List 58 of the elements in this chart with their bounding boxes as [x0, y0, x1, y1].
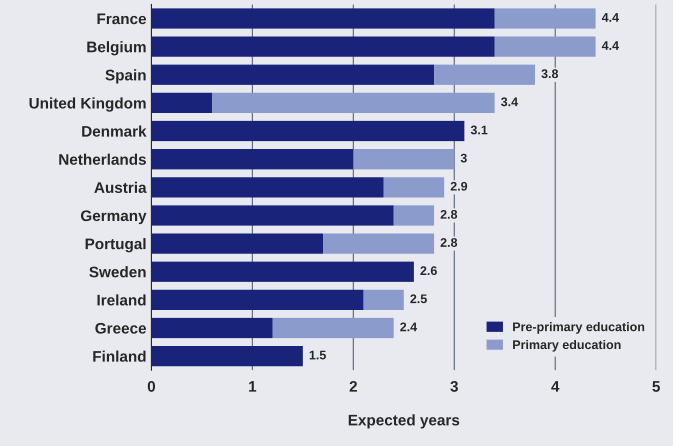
y-tick-label: Belgium	[87, 41, 146, 56]
bar	[151, 120, 464, 142]
total-label: 3	[460, 154, 467, 163]
y-tick-label: Portugal	[86, 238, 146, 252]
total-label: 2.4	[400, 322, 418, 332]
total-label: 4.4	[602, 41, 619, 50]
y-tick-label: Germany	[80, 210, 146, 224]
y-tick-label: United Kingdom	[30, 97, 146, 112]
y-tick-label: Spain	[105, 69, 146, 84]
bar	[323, 233, 434, 254]
bar	[151, 36, 495, 57]
total-label: 4.4	[602, 13, 619, 22]
x-axis-title: Expected years	[348, 414, 460, 429]
bar	[151, 233, 324, 254]
y-tick-label: Netherlands	[59, 154, 146, 165]
legend-label: Pre-primary education	[513, 322, 644, 334]
bar	[151, 92, 212, 114]
bar	[434, 64, 536, 85]
y-tick-label: Finland	[93, 350, 146, 362]
total-label: 3.4	[501, 97, 518, 106]
x-tick-label: 3	[450, 381, 458, 392]
bar	[151, 262, 414, 282]
total-label: 1.5	[310, 350, 326, 360]
bar	[151, 318, 273, 338]
bar	[353, 149, 454, 170]
total-label: 2.6	[420, 266, 437, 276]
total-label: 3.1	[470, 126, 488, 134]
x-tick-label: 4	[551, 381, 560, 392]
bar	[394, 205, 434, 226]
x-tick-label: 5	[652, 381, 660, 392]
bar	[151, 8, 495, 29]
total-label: 3.8	[541, 69, 558, 78]
total-label: 2.5	[410, 294, 427, 304]
bar	[151, 177, 384, 198]
y-tick-label: France	[97, 14, 146, 24]
bar	[151, 64, 434, 85]
total-label: 2.9	[450, 182, 468, 191]
y-tick-label: Sweden	[89, 266, 146, 278]
y-tick-label: Austria	[94, 182, 147, 194]
y-tick-label: Denmark	[82, 126, 147, 137]
bar	[212, 92, 495, 114]
x-tick-label: 2	[350, 381, 357, 392]
bar	[151, 205, 394, 226]
bar	[151, 290, 364, 310]
bar	[363, 290, 404, 310]
x-tick-label: 0	[148, 381, 156, 392]
bar	[151, 346, 303, 366]
y-tick-label: Ireland	[97, 294, 146, 306]
bar	[151, 149, 354, 170]
total-label: 2.8	[440, 210, 458, 219]
x-tick-label: 1	[249, 381, 256, 392]
bar	[272, 318, 394, 338]
bar	[384, 177, 444, 198]
bar	[494, 36, 596, 57]
legend-label: Primary education	[513, 340, 621, 352]
y-tick-label: Greece	[95, 322, 146, 334]
total-label: 2.8	[440, 238, 458, 247]
bar	[494, 8, 596, 29]
